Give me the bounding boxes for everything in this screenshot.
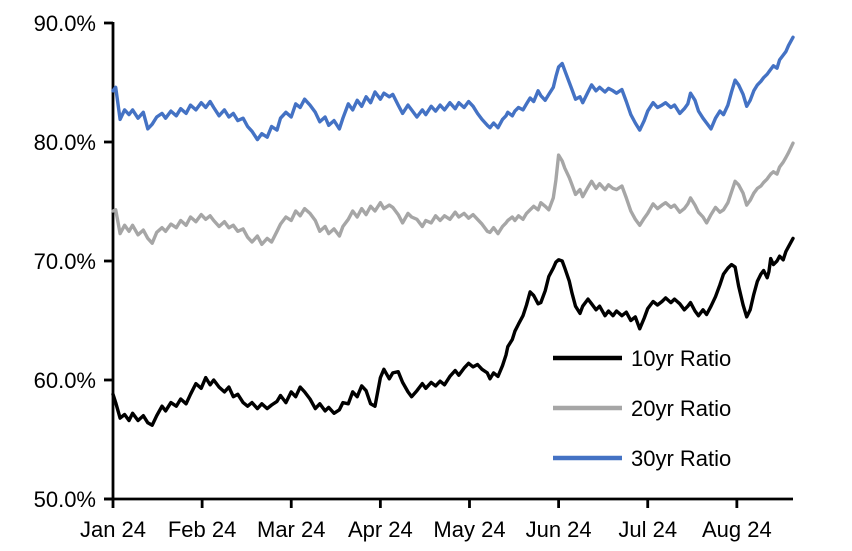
x-axis-tick-label: Jan 24 [80,517,146,542]
legend-label-20yr: 20yr Ratio [631,396,731,421]
y-axis-tick-label: 70.0% [34,249,96,274]
y-axis-tick-label: 60.0% [34,368,96,393]
x-axis-tick-label: Jun 24 [526,517,592,542]
x-axis-tick-label: May 24 [433,517,505,542]
x-axis-tick-label: Apr 24 [348,517,413,542]
x-axis-tick-label: Feb 24 [168,517,237,542]
series-line-10yr [111,236,795,427]
series-line-30yr [111,35,795,142]
y-axis-tick-label: 90.0% [34,11,96,36]
legend-label-30yr: 30yr Ratio [631,446,731,471]
x-axis-tick-label: Jul 24 [618,517,677,542]
y-axis-tick-label: 50.0% [34,487,96,512]
series-line-20yr [111,141,795,247]
x-axis-tick-label: Aug 24 [702,517,772,542]
y-axis-tick-label: 80.0% [34,130,96,155]
x-axis-tick-label: Mar 24 [257,517,325,542]
legend-label-10yr: 10yr Ratio [631,346,731,371]
